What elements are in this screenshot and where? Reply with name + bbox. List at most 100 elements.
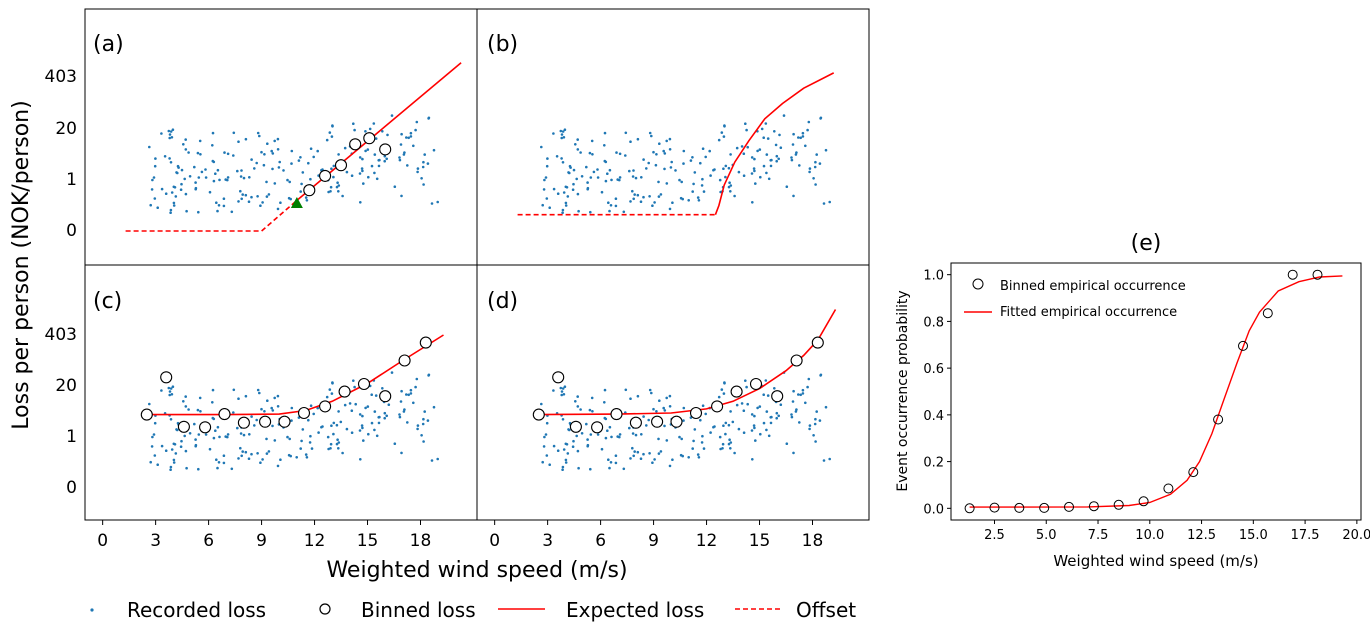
recorded-loss-point (779, 146, 783, 149)
recorded-loss-point (299, 156, 302, 159)
recorded-loss-point (794, 153, 798, 156)
recorded-loss-point (721, 442, 725, 446)
recorded-loss-point (636, 394, 640, 398)
y-tick-label: 403 (45, 325, 77, 345)
recorded-loss-point (400, 132, 403, 136)
recorded-loss-point (813, 422, 817, 426)
recorded-loss-point (663, 167, 666, 171)
recorded-loss-point (300, 439, 303, 443)
recorded-loss-point (729, 447, 732, 450)
recorded-loss-point (824, 405, 828, 409)
recorded-loss-point (655, 410, 658, 413)
recorded-loss-point (552, 132, 555, 135)
recorded-loss-point (330, 135, 334, 138)
recorded-loss-point (263, 153, 266, 156)
recorded-loss-point (759, 432, 762, 436)
binned-loss-marker (771, 390, 784, 403)
recorded-loss-point (792, 389, 795, 393)
recorded-loss-point (636, 450, 640, 454)
recorded-loss-point (399, 143, 403, 146)
recorded-loss-point (618, 433, 622, 436)
binned-occurrence-marker (1138, 496, 1149, 507)
panel-e-y-ticks: 0.0 0.2 0.4 0.6 0.8 1.0 (923, 269, 951, 517)
recorded-loss-point (616, 178, 619, 181)
recorded-loss-point (168, 390, 172, 393)
recorded-loss-point (604, 436, 608, 440)
recorded-loss-point (631, 446, 634, 450)
recorded-loss-point (792, 451, 795, 455)
recorded-loss-point (740, 145, 744, 148)
recorded-loss-point (204, 176, 208, 179)
recorded-loss-point (149, 203, 152, 207)
recorded-loss-point (337, 410, 340, 413)
recorded-loss-point (742, 431, 746, 435)
recorded-loss-point (607, 201, 610, 204)
recorded-loss-point (432, 148, 436, 152)
recorded-loss-point (375, 177, 379, 181)
recorded-loss-point (808, 427, 811, 431)
recorded-loss-point (663, 409, 667, 412)
recorded-loss-point (312, 412, 316, 416)
recorded-loss-point (204, 168, 207, 171)
recorded-loss-point (790, 415, 794, 419)
recorded-loss-point (171, 128, 175, 131)
recorded-loss-point (769, 421, 773, 425)
recorded-loss-point (542, 445, 546, 448)
recorded-loss-point (767, 177, 771, 181)
recorded-loss-point (170, 191, 174, 194)
recorded-loss-point (182, 400, 185, 403)
recorded-loss-point (398, 158, 402, 162)
recorded-loss-point (561, 418, 565, 421)
recorded-loss-point (374, 394, 378, 397)
expected-loss-line (143, 334, 444, 416)
legend-recorded-label: Recorded loss (127, 598, 266, 622)
recorded-loss-point (815, 153, 818, 156)
recorded-loss-point (345, 427, 349, 431)
recorded-loss-point (194, 181, 197, 184)
recorded-loss-point (399, 400, 403, 403)
recorded-loss-point (367, 175, 370, 179)
recorded-loss-point (819, 116, 823, 120)
recorded-loss-point (806, 385, 809, 389)
y-tick-labels-bottom: 0 1 20 403 (45, 325, 77, 498)
panel-e-legend: Binned empirical occurrence Fitted empir… (964, 278, 1186, 320)
recorded-loss-point (214, 429, 217, 433)
x-tick-label: 3 (542, 531, 553, 551)
recorded-loss-point (230, 210, 234, 214)
recorded-loss-point (808, 424, 812, 427)
recorded-loss-point (359, 458, 362, 461)
recorded-loss-point (290, 419, 293, 422)
recorded-loss-point (185, 466, 188, 470)
recorded-loss-point (737, 427, 741, 431)
recorded-loss-point (696, 453, 700, 456)
recorded-loss-point (744, 379, 747, 383)
recorded-loss-point (383, 159, 387, 163)
recorded-loss-point (168, 393, 171, 397)
recorded-loss-point (362, 182, 365, 185)
recorded-loss-point (678, 178, 681, 182)
recorded-loss-point (358, 172, 362, 175)
recorded-loss-point (341, 451, 344, 455)
recorded-loss-point (360, 167, 364, 170)
recorded-loss-point (580, 432, 584, 435)
recorded-loss-point (607, 458, 610, 462)
recorded-loss-point (317, 431, 320, 434)
binned-loss-marker (199, 421, 212, 434)
recorded-loss-point (406, 164, 409, 167)
recorded-loss-point (653, 458, 656, 461)
recorded-loss-point (345, 170, 349, 174)
recorded-loss-point (185, 209, 188, 213)
recorded-loss-point (773, 387, 776, 390)
recorded-loss-point (373, 153, 377, 156)
recorded-loss-point (409, 388, 413, 392)
recorded-loss-point (589, 176, 593, 179)
legend-binned-occ-marker (972, 278, 984, 290)
recorded-loss-point (769, 164, 773, 168)
x-tick-label: 0 (97, 531, 108, 551)
recorded-loss-point (828, 200, 831, 204)
recorded-loss-point (777, 157, 780, 161)
recorded-loss-point (640, 176, 643, 179)
recorded-loss-point (565, 186, 569, 189)
recorded-loss-point (610, 178, 613, 182)
recorded-loss-point (756, 149, 759, 153)
